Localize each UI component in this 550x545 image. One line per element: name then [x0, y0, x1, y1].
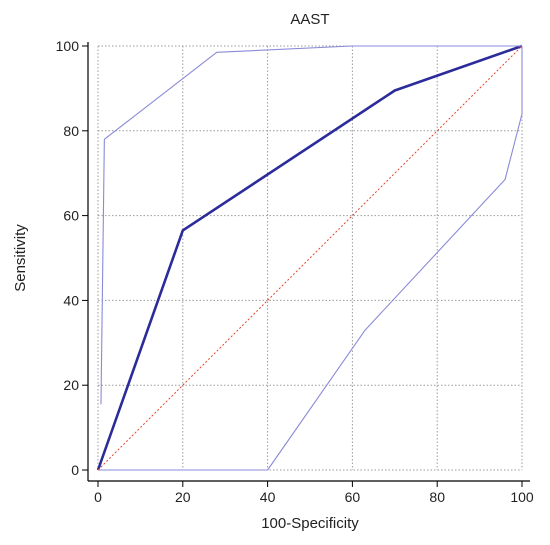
axis-ticks: 0 20 40 60 80 100 0 20 40 60 80 100	[56, 38, 534, 505]
roc-line	[96, 44, 523, 471]
x-tick-label: 100	[510, 489, 534, 505]
x-tick-label: 40	[260, 489, 276, 505]
lower-confidence-bound-line	[98, 46, 523, 471]
y-tick-label: 0	[71, 462, 79, 478]
y-tick-label: 80	[63, 123, 79, 139]
x-tick-label: 0	[94, 489, 102, 505]
y-tick-label: 40	[63, 292, 79, 308]
diagonal-reference-line	[97, 45, 523, 471]
x-tick-label: 20	[175, 489, 191, 505]
plot-series	[96, 44, 523, 471]
chart-title: AAST	[290, 11, 329, 28]
upper-confidence-bound-line	[100, 45, 522, 405]
x-tick-label: 60	[345, 489, 361, 505]
y-tick-label: 20	[63, 377, 79, 393]
plot-frame	[87, 42, 530, 482]
y-axis-title: Sensitivity	[12, 224, 29, 292]
x-axis-title: 100-Specificity	[261, 515, 359, 532]
y-tick-label: 100	[56, 38, 80, 54]
x-tick-label: 80	[429, 489, 445, 505]
y-tick-label: 60	[63, 208, 79, 224]
